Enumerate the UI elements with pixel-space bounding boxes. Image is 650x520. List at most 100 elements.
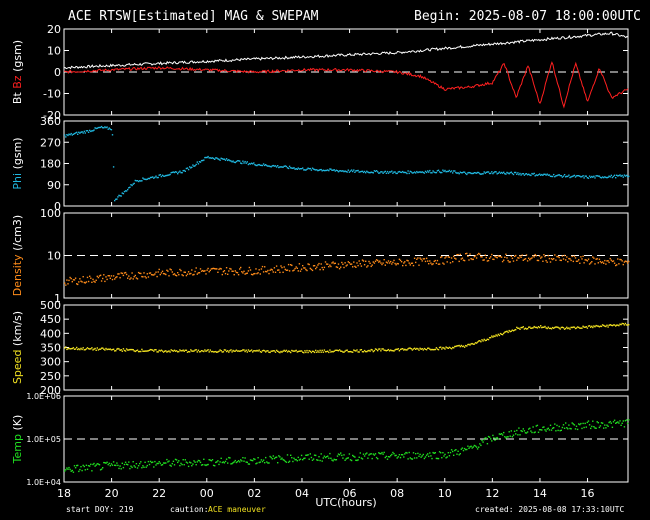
data-point-density [246, 272, 248, 274]
data-point-density [108, 275, 110, 277]
data-point-speed [143, 350, 145, 352]
data-point-speed [420, 348, 422, 350]
data-point-temp [484, 437, 486, 439]
data-point-density [381, 263, 383, 266]
data-point-density [425, 257, 428, 260]
data-point-temp [594, 427, 596, 429]
data-point-phi [323, 169, 326, 172]
data-point-density [560, 259, 562, 262]
data-point-phi [457, 172, 459, 174]
data-point-temp [200, 464, 203, 466]
data-point-density [329, 264, 331, 266]
data-point-speed [297, 350, 299, 353]
data-point-phi [342, 170, 344, 172]
data-point-temp [169, 464, 171, 466]
data-point-density [270, 268, 272, 270]
data-point-speed [390, 349, 392, 351]
data-point-speed [458, 344, 460, 347]
data-point-phi [128, 187, 130, 189]
data-point-phi [600, 177, 603, 179]
data-point-phi [244, 160, 246, 163]
data-point-temp [261, 460, 264, 463]
data-point-density [476, 253, 479, 256]
data-point-density [553, 258, 555, 260]
x-tick-label: 14 [533, 487, 547, 500]
data-point-speed [203, 350, 205, 353]
data-point-speed [222, 351, 225, 353]
data-point-temp [431, 457, 433, 460]
data-point-density [196, 273, 198, 275]
data-point-density [386, 262, 389, 264]
data-point-speed [475, 342, 478, 344]
data-point-phi [391, 170, 393, 172]
data-point-speed [279, 351, 281, 354]
data-point-density [281, 266, 283, 269]
data-point-speed [582, 325, 584, 327]
data-point-phi [124, 190, 127, 192]
data-point-temp [245, 461, 247, 463]
data-point-speed [235, 349, 238, 351]
data-point-speed [162, 351, 165, 353]
data-point-speed [241, 350, 243, 352]
data-point-speed [409, 347, 411, 349]
data-point-density [258, 269, 260, 271]
data-point-density [173, 273, 176, 275]
data-point-speed [216, 351, 218, 353]
data-point-phi [411, 172, 414, 174]
data-point-temp [612, 421, 615, 423]
data-point-temp [537, 431, 540, 433]
data-point-phi [467, 172, 469, 174]
data-point-speed [335, 349, 338, 351]
data-point-phi [285, 165, 288, 168]
data-point-temp [549, 424, 552, 426]
data-point-temp [453, 454, 455, 456]
data-point-speed [71, 347, 73, 350]
data-point-phi [145, 178, 147, 181]
data-point-density [610, 259, 612, 261]
data-point-temp [64, 470, 66, 472]
data-point-speed [170, 349, 172, 351]
data-point-phi [503, 171, 505, 173]
data-point-speed [540, 325, 542, 327]
data-point-speed [134, 350, 136, 353]
data-point-temp [284, 460, 286, 463]
data-point-phi [565, 176, 567, 178]
data-point-temp [578, 423, 580, 425]
data-point-speed [381, 348, 383, 350]
data-point-temp [154, 460, 156, 463]
data-point-temp [454, 449, 456, 452]
data-point-temp [65, 469, 67, 471]
data-point-phi [473, 172, 476, 174]
data-point-density [403, 262, 405, 264]
data-point-temp [165, 462, 167, 464]
data-point-speed [398, 350, 401, 352]
data-point-phi [582, 175, 584, 177]
data-point-phi [214, 158, 216, 160]
data-point-phi [117, 196, 119, 198]
data-point-temp [262, 459, 265, 461]
data-point-phi [432, 170, 434, 172]
data-point-density [436, 259, 439, 262]
data-point-phi [287, 167, 290, 170]
data-point-density [87, 280, 90, 283]
data-point-speed [416, 347, 418, 350]
data-point-phi [325, 169, 328, 172]
data-point-temp [493, 437, 495, 439]
data-point-phi [115, 198, 117, 200]
data-point-density [287, 263, 290, 266]
data-point-temp [553, 427, 555, 429]
data-point-temp [70, 470, 72, 472]
data-point-phi [555, 175, 557, 177]
data-point-density [453, 255, 455, 258]
data-point-density [545, 259, 547, 262]
data-point-speed [307, 351, 309, 354]
data-point-temp [576, 428, 579, 431]
data-point-temp [510, 430, 512, 432]
data-point-speed [198, 351, 201, 353]
data-point-speed [65, 346, 67, 348]
data-point-phi [544, 173, 546, 175]
data-point-temp [508, 431, 510, 433]
data-point-phi [388, 171, 391, 173]
data-point-density [304, 267, 306, 269]
data-point-temp [298, 459, 301, 461]
